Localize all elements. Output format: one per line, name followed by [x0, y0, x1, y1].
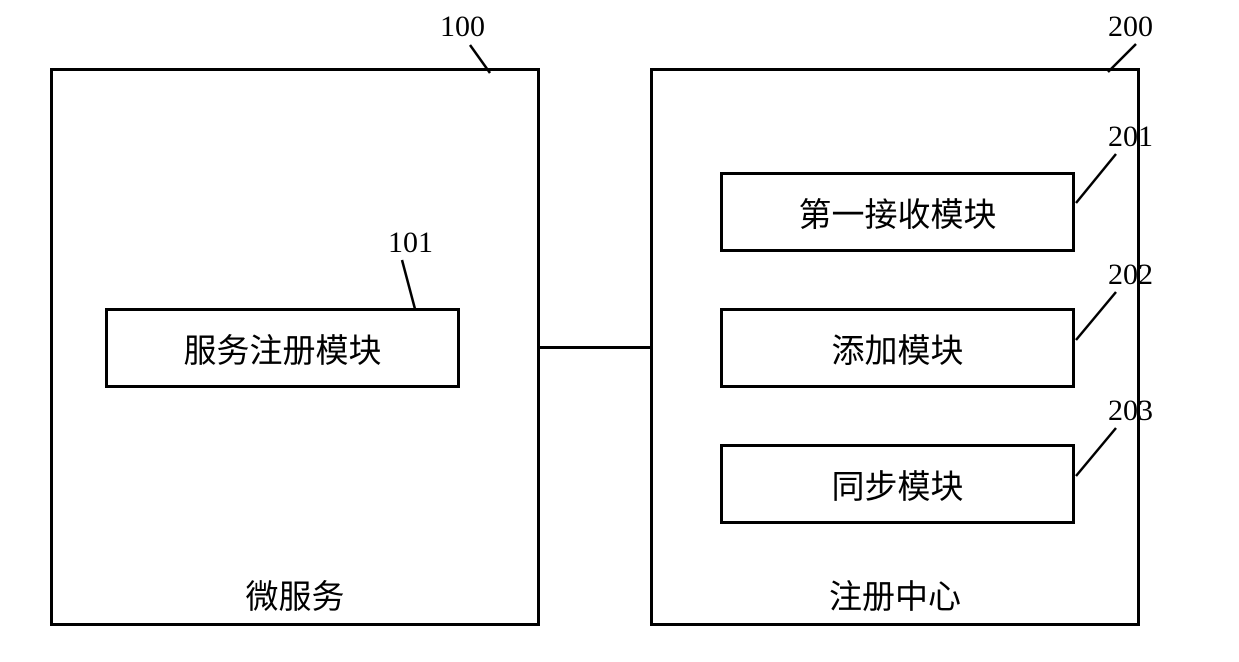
container-connector [540, 346, 650, 349]
leader-line-203 [0, 0, 1239, 662]
